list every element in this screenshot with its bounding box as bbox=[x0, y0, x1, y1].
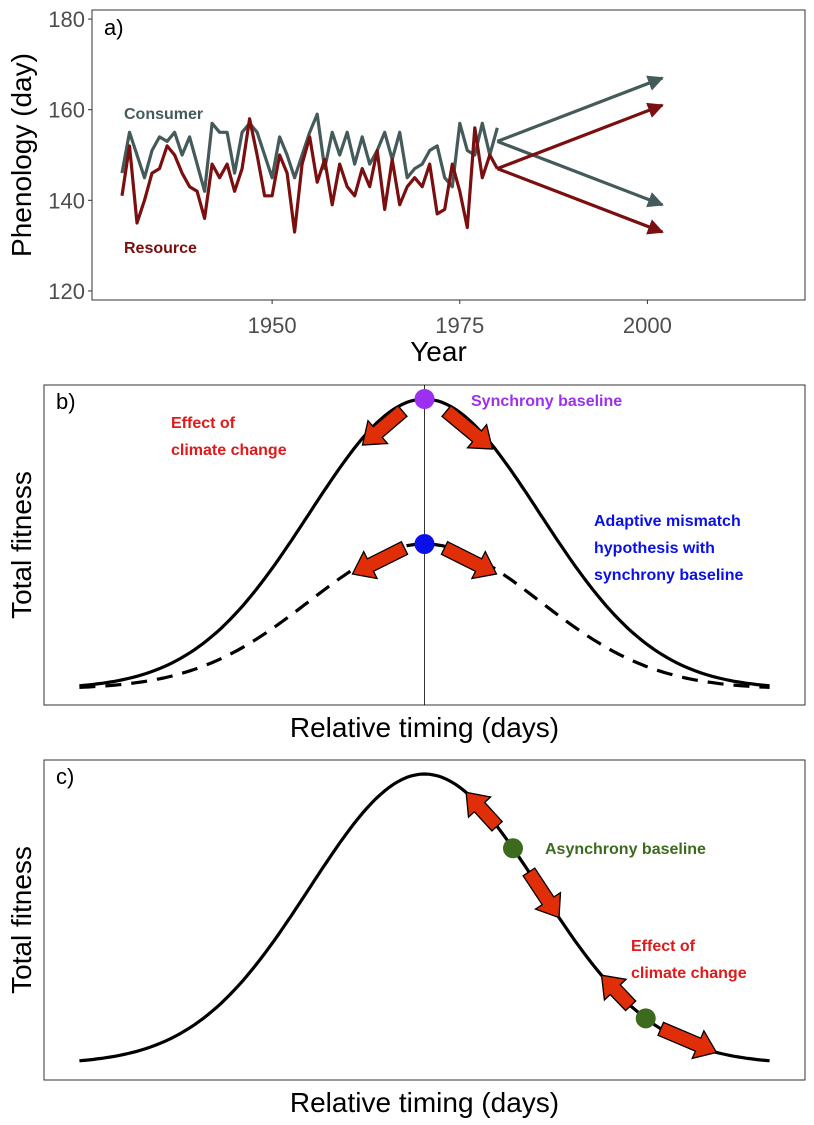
annotation-adaptive-mismatch: Adaptive mismatch bbox=[594, 513, 741, 530]
y-tick-label: 160 bbox=[48, 98, 85, 123]
asynchrony-point-2 bbox=[635, 1008, 656, 1029]
x-tick-label: 1975 bbox=[435, 313, 484, 338]
legend-label-resource: Resource bbox=[124, 240, 197, 257]
panel-c: Relative timing (days) Total fitness c) Asy… bbox=[6, 759, 806, 1118]
series-line-consumer bbox=[120, 112, 499, 193]
fitness-curve-dashed bbox=[79, 542, 770, 689]
mismatch-arrow-right bbox=[440, 540, 498, 580]
y-tick-label: 140 bbox=[48, 188, 85, 213]
mismatch-point bbox=[414, 534, 435, 554]
projection-arrow-consumer bbox=[496, 75, 664, 143]
panel-a: 120 140 160 180 1950 1975 2000 Year Phenology (d… bbox=[6, 7, 806, 367]
fitness-curve-solid bbox=[79, 772, 770, 1063]
annotation-effect-of-climate-change: Effect of bbox=[631, 938, 696, 955]
synchrony-point bbox=[414, 389, 435, 409]
projection-arrow-resource bbox=[496, 167, 664, 235]
annotation-effect-of-climate-change: climate change bbox=[631, 965, 747, 982]
annotation-synchrony-baseline: Synchrony baseline bbox=[471, 393, 622, 410]
annotation-effect-of-climate-change: Effect of bbox=[171, 415, 236, 432]
panel-b: Relative timing (days) Total fitness b) Eff… bbox=[6, 384, 806, 743]
plot-frame bbox=[91, 9, 806, 301]
panel-label: b) bbox=[56, 389, 76, 414]
y-axis-title: Total fitness bbox=[6, 471, 37, 619]
climate-arrow-up-2 bbox=[600, 974, 637, 1012]
annotation-asynchrony-baseline: Asynchrony baseline bbox=[545, 841, 706, 858]
x-tick-label: 1950 bbox=[248, 313, 297, 338]
series-line-resource bbox=[120, 117, 499, 234]
mismatch-arrow-left bbox=[351, 540, 409, 580]
x-axis-title: Year bbox=[410, 336, 467, 367]
panel-label: c) bbox=[56, 764, 74, 789]
asynchrony-point-1 bbox=[502, 838, 523, 859]
x-axis-title: Relative timing (days) bbox=[290, 1087, 559, 1118]
annotation-adaptive-mismatch: synchrony baseline bbox=[594, 567, 743, 584]
annotation-adaptive-mismatch: hypothesis with bbox=[594, 540, 715, 557]
y-axis-title: Total fitness bbox=[6, 846, 37, 994]
climate-arrow-down-2 bbox=[657, 1021, 718, 1060]
y-axis-title: Phenology (day) bbox=[6, 53, 37, 257]
y-tick-label: 180 bbox=[48, 7, 85, 32]
annotation-effect-of-climate-change: climate change bbox=[171, 442, 287, 459]
legend-label-consumer: Consumer bbox=[124, 106, 203, 123]
climate-arrow-down-1 bbox=[522, 867, 562, 919]
climate-arrow-up-1 bbox=[465, 791, 504, 832]
projection-arrow-consumer bbox=[496, 139, 664, 208]
x-tick-label: 2000 bbox=[623, 313, 672, 338]
climate-arrow-left bbox=[361, 404, 408, 446]
x-axis-title: Relative timing (days) bbox=[290, 712, 559, 743]
climate-arrow-right bbox=[441, 404, 494, 450]
plot-frame bbox=[43, 759, 806, 1081]
panel-label: a) bbox=[104, 15, 124, 40]
y-tick-label: 120 bbox=[48, 279, 85, 304]
projection-arrow-resource bbox=[496, 102, 664, 171]
